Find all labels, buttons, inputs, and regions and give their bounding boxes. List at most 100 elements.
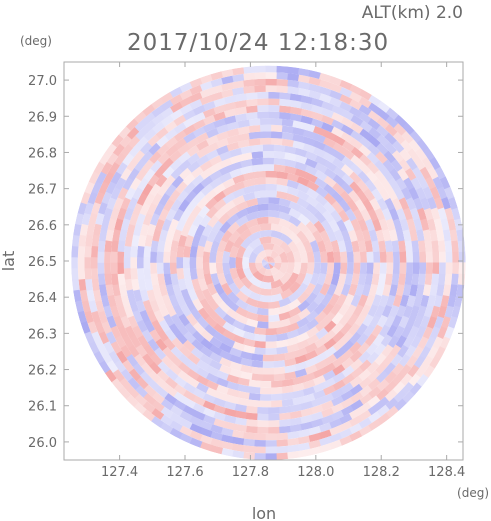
- radar-cell: [454, 294, 463, 308]
- radar-cell: [304, 229, 316, 243]
- radar-cell: [117, 305, 127, 319]
- radar-cell: [270, 131, 283, 139]
- radar-cell: [294, 147, 308, 158]
- radar-cell: [126, 394, 139, 408]
- radar-cell: [257, 266, 267, 276]
- radar-cell: [262, 275, 275, 283]
- radar-cell: [205, 372, 219, 384]
- radar-cell: [431, 240, 439, 253]
- radar-cell: [341, 140, 355, 153]
- radar-cell: [143, 120, 156, 133]
- radar-cell: [410, 305, 420, 318]
- radar-cell: [351, 240, 360, 253]
- radar-cell: [323, 192, 337, 206]
- radar-cell: [270, 230, 284, 240]
- radar-cell: [140, 362, 154, 376]
- radar-cell: [384, 123, 398, 137]
- radar-cell: [284, 165, 297, 175]
- radar-cell: [323, 384, 337, 396]
- radar-cell: [119, 377, 132, 391]
- radar-cell: [141, 329, 154, 343]
- radar-cell: [292, 375, 306, 386]
- radar-cell: [378, 294, 389, 308]
- radar-cell: [422, 326, 434, 340]
- radar-cell: [297, 308, 311, 320]
- radar-cell: [229, 168, 243, 179]
- radar-cell: [116, 350, 128, 364]
- radar-cell: [164, 136, 178, 149]
- radar-cell: [202, 100, 216, 112]
- radar-cell: [286, 329, 300, 340]
- radar-cell: [143, 392, 157, 406]
- radar-cell: [242, 72, 255, 81]
- radar-cell: [189, 268, 198, 281]
- radar-cell: [129, 335, 142, 349]
- radar-cell: [234, 93, 247, 102]
- radar-cell: [196, 147, 210, 159]
- radar-cell: [111, 273, 119, 286]
- radar-cell: [341, 155, 355, 169]
- radar-cell: [358, 409, 372, 422]
- radar-cell: [268, 321, 280, 329]
- radar-cell: [268, 262, 274, 270]
- radar-cell: [189, 437, 203, 448]
- radar-cell: [262, 361, 275, 368]
- radar-cell: [390, 353, 403, 367]
- radar-cell: [447, 218, 457, 231]
- radar-cell: [287, 444, 300, 453]
- radar-cell: [420, 294, 430, 308]
- radar-cell: [178, 199, 190, 213]
- radar-cell: [184, 278, 194, 291]
- radar-cell: [240, 357, 253, 367]
- radar-cell: [129, 299, 139, 313]
- radar-cell: [116, 207, 127, 221]
- radar-cell: [281, 385, 294, 394]
- radar-cell: [405, 315, 417, 329]
- radar-cell: [123, 305, 134, 319]
- radar-cell: [199, 81, 213, 92]
- radar-cell: [186, 376, 200, 389]
- radar-cell: [320, 219, 333, 233]
- radar-cell: [304, 342, 318, 354]
- radar-cell: [441, 315, 451, 329]
- radar-cell: [292, 262, 302, 275]
- radar-cell: [287, 431, 300, 440]
- radar-cell: [211, 292, 224, 306]
- radar-cell: [256, 203, 269, 212]
- radar-cell: [98, 181, 110, 195]
- radar-cell: [434, 315, 445, 329]
- radar-cell: [215, 138, 229, 149]
- radar-cell: [123, 207, 134, 221]
- radar-cell: [333, 262, 341, 275]
- radar-cell: [376, 396, 390, 409]
- radar-cell: [139, 223, 150, 237]
- radar-cell: [366, 262, 374, 275]
- radar-cell: [223, 273, 235, 286]
- radar-cell: [375, 229, 385, 242]
- radar-cell: [131, 234, 140, 248]
- radar-cell: [405, 344, 417, 358]
- radar-cell: [358, 111, 372, 124]
- radar-cell: [138, 234, 147, 247]
- radar-cell: [340, 382, 354, 394]
- x-axis: 127.4 127.6 127.8 128.0 128.2 128.4: [101, 62, 465, 480]
- radar-cell: [129, 177, 142, 191]
- radar-cell: [104, 240, 113, 253]
- radar-cell: [272, 270, 285, 282]
- radar-cell: [286, 186, 300, 197]
- radar-cell: [192, 330, 205, 344]
- radar-cell: [223, 101, 237, 111]
- radar-cell: [107, 218, 117, 232]
- radar-cell: [175, 294, 187, 308]
- radar-cell: [358, 144, 372, 157]
- radar-cell: [147, 134, 161, 147]
- radar-cell: [73, 289, 82, 303]
- radar-cell: [183, 389, 197, 402]
- x-tick-label: 128.0: [297, 465, 334, 480]
- radar-cell: [371, 240, 380, 253]
- radar-cell: [320, 293, 333, 307]
- radar-cell: [210, 78, 223, 88]
- radar-cell: [376, 134, 390, 147]
- radar-cell: [209, 359, 223, 371]
